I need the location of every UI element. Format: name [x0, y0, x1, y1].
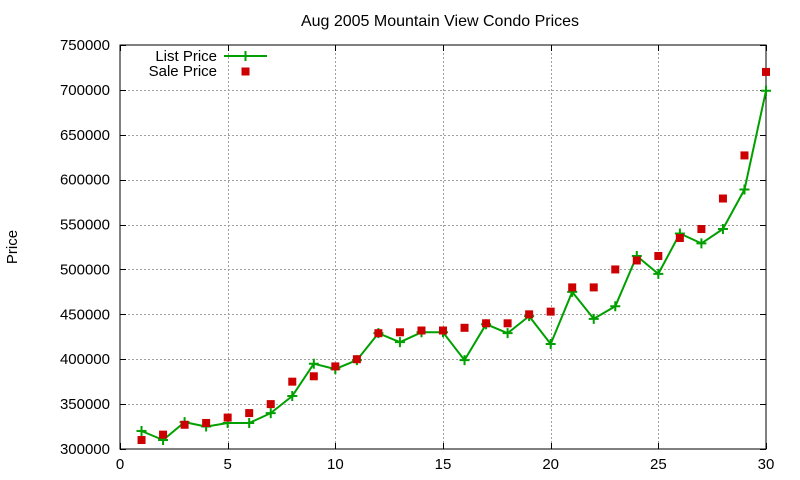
list-price-point [588, 313, 599, 324]
sale-price-point [223, 413, 232, 422]
sale-price-point [159, 430, 168, 439]
x-tick-label: 15 [435, 456, 452, 473]
grid-lines [120, 45, 766, 449]
y-tick-label: 650000 [60, 127, 110, 144]
sale-price-point [740, 151, 749, 160]
list-price-point [308, 358, 319, 369]
list-price-point [653, 268, 664, 279]
y-axis-tick-labels: 300000 350000 400000 450000 500000 550000 6000… [60, 37, 110, 458]
y-tick-label: 750000 [60, 37, 110, 54]
list-price-point [459, 355, 470, 366]
y-tick-label: 600000 [60, 172, 110, 189]
list-price-line [141, 90, 767, 441]
list-price-point [545, 338, 556, 349]
y-tick-label: 300000 [60, 441, 110, 458]
data-series [136, 67, 771, 446]
list-price-point [244, 417, 255, 428]
sale-price-point [762, 67, 770, 76]
list-price-point [761, 85, 771, 96]
sale-price-point [417, 326, 426, 335]
x-tick-label: 20 [542, 456, 559, 473]
sale-price-point [611, 265, 620, 274]
sale-price-point [202, 418, 211, 427]
list-price-point [136, 426, 147, 437]
list-price-point [502, 328, 513, 339]
list-price-point [265, 408, 276, 419]
list-price-point [696, 238, 707, 249]
sale-price-point [439, 326, 447, 335]
sale-price-point [525, 310, 534, 319]
sale-price-point [395, 328, 404, 337]
y-tick-label: 450000 [60, 306, 110, 323]
sale-price-point [331, 362, 340, 371]
x-axis-tick-labels: 0 5 10 15 20 25 30 [116, 456, 775, 473]
sale-price-point [288, 377, 297, 386]
x-tick-label: 5 [223, 456, 231, 473]
sale-price-point [718, 194, 727, 203]
y-axis-label: Price [4, 230, 21, 264]
list-price-point [717, 224, 728, 235]
list-price-point [739, 184, 750, 195]
chart-title: Aug 2005 Mountain View Condo Prices [301, 13, 579, 30]
sale-price-point [503, 319, 512, 328]
y-tick-label: 700000 [60, 82, 110, 99]
legend-marker-sale-price [241, 67, 250, 76]
legend: List Price Sale Price [149, 48, 267, 80]
legend-label-list-price: List Price [155, 48, 217, 65]
sale-price-point [266, 400, 275, 409]
sale-price-point [309, 372, 318, 381]
sale-price-point [589, 283, 598, 292]
sale-price-point [460, 323, 469, 332]
x-tick-label: 10 [327, 456, 344, 473]
y-tick-label: 400000 [60, 351, 110, 368]
sale-price-point [568, 283, 577, 292]
x-tick-label: 0 [116, 456, 124, 473]
sale-price-point [546, 307, 555, 316]
sale-price-point [654, 251, 663, 260]
list-price-point [610, 301, 621, 312]
sale-price-point [180, 420, 189, 429]
y-tick-label: 500000 [60, 261, 110, 278]
sale-price-point [675, 234, 684, 243]
sale-price-point [482, 319, 491, 328]
sale-price-point [697, 225, 706, 234]
x-tick-label: 30 [758, 456, 775, 473]
legend-marker-list-price [240, 51, 251, 61]
sale-price-point [245, 409, 254, 418]
sale-price-point [374, 329, 383, 338]
sale-price-point [352, 355, 361, 364]
list-price-point [287, 391, 298, 402]
axis-ticks [120, 45, 767, 450]
x-tick-label: 25 [650, 456, 667, 473]
y-tick-label: 350000 [60, 396, 110, 413]
sale-price-point [632, 256, 641, 265]
sale-price-point [137, 436, 146, 445]
list-price-point [394, 337, 405, 348]
y-tick-label: 550000 [60, 217, 110, 234]
legend-label-sale-price: Sale Price [149, 63, 217, 80]
